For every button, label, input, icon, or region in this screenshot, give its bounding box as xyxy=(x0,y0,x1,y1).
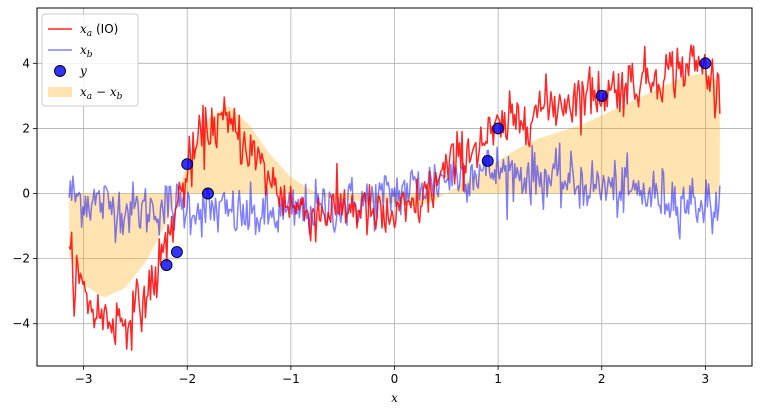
y-data-point xyxy=(595,89,608,102)
legend-items: xa (IO) xb y xa − xb xyxy=(48,22,123,102)
y-data-point xyxy=(170,246,183,259)
legend-label: xa − xb xyxy=(80,85,123,102)
y-axis-ticks: −4 −2 0 2 4 xyxy=(12,56,37,331)
data-layer xyxy=(68,44,721,351)
y-data-point xyxy=(481,155,494,167)
y-data-point xyxy=(181,158,194,171)
x-axis-label: x xyxy=(391,391,398,405)
x-tick-label: −1 xyxy=(282,372,300,386)
series-line-xa xyxy=(68,44,721,351)
legend-label: xa (IO) xyxy=(80,22,118,39)
y-data-point xyxy=(699,57,712,70)
y-tick-label: −4 xyxy=(12,317,30,331)
y-data-point xyxy=(202,187,214,200)
x-axis-ticks: −3 −2 −1 0 1 2 3 xyxy=(75,366,709,386)
y-data-point xyxy=(160,259,173,272)
y-tick-label: −2 xyxy=(12,252,30,266)
y-tick-label: 0 xyxy=(22,187,30,201)
x-tick-label: −2 xyxy=(178,372,196,386)
legend-label: y xyxy=(79,64,87,78)
x-tick-label: 0 xyxy=(391,372,399,386)
x-tick-label: 3 xyxy=(702,372,710,386)
x-tick-label: 2 xyxy=(598,372,606,386)
y-tick-label: 2 xyxy=(22,121,30,135)
plot-area xyxy=(36,7,753,367)
series-line-xb xyxy=(68,142,721,244)
legend-marker-swatch xyxy=(54,65,66,77)
x-tick-label: 1 xyxy=(494,372,502,386)
legend-label: xb xyxy=(80,43,93,60)
legend: xa (IO) xb y xa − xb xyxy=(41,13,139,107)
legend-fill-swatch xyxy=(48,87,72,97)
fill-between-xa-minus-xb xyxy=(69,73,720,298)
x-tick-label: −3 xyxy=(75,372,93,386)
legend-box xyxy=(41,13,139,107)
series-markers-y xyxy=(160,57,712,272)
y-data-point xyxy=(492,122,505,135)
y-tick-label: 4 xyxy=(22,56,30,70)
